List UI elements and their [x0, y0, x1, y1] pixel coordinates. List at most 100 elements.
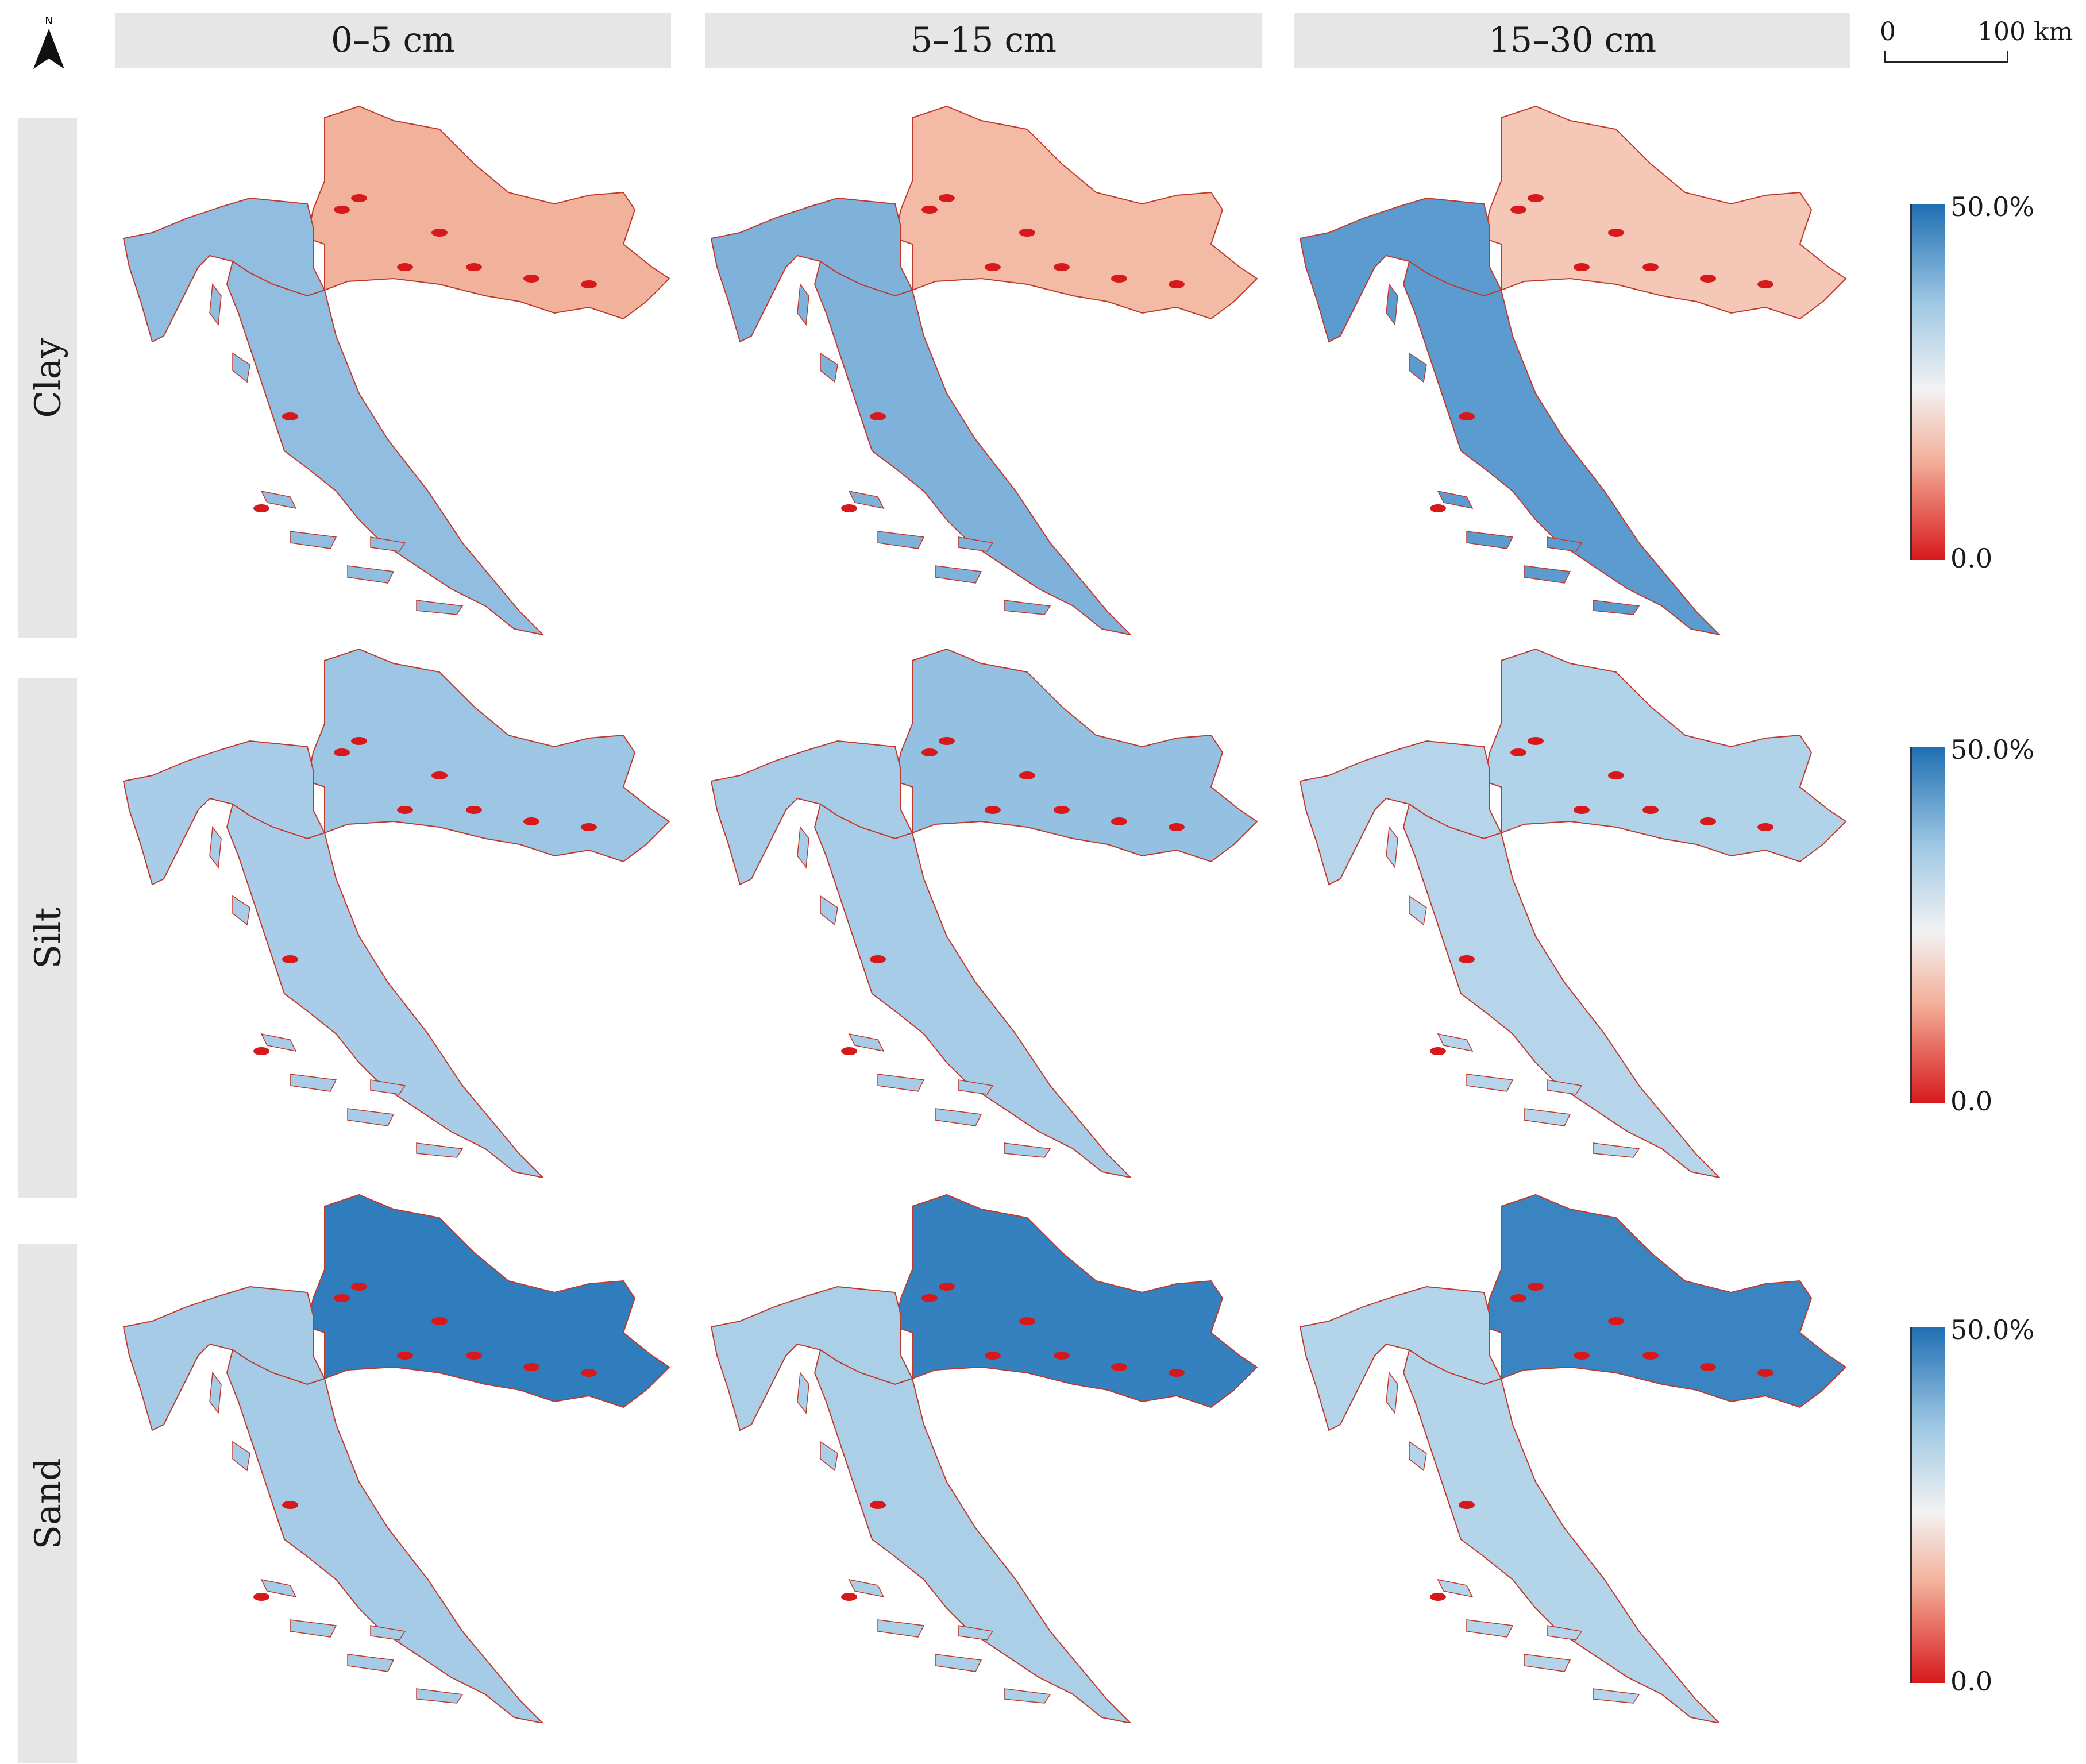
- island: [797, 826, 809, 869]
- colorbar-max-label: 50.0%: [1950, 1314, 2035, 1345]
- hotspot: [523, 817, 539, 825]
- island: [209, 826, 222, 869]
- island: [1524, 1654, 1571, 1672]
- island: [935, 1108, 982, 1126]
- colorbar-max-label: 50.0%: [1950, 734, 2035, 765]
- croatia-map: [122, 1194, 670, 1723]
- hotspot: [1054, 806, 1070, 814]
- island: [1386, 1372, 1398, 1414]
- hotspot: [1019, 229, 1035, 237]
- hotspot: [253, 504, 269, 512]
- island: [1004, 1142, 1051, 1158]
- north-arrow-icon: N: [33, 15, 64, 69]
- island: [1437, 490, 1474, 509]
- hotspot: [1459, 955, 1475, 963]
- hotspot: [1111, 817, 1127, 825]
- map-panel-sand-2: [705, 1183, 1280, 1723]
- hotspot: [351, 737, 367, 745]
- north-label: N: [45, 15, 52, 27]
- hotspot: [1019, 771, 1035, 779]
- hotspot: [921, 1294, 938, 1302]
- hotspot: [1528, 1283, 1544, 1291]
- hotspot: [466, 263, 482, 271]
- hotspot: [985, 1352, 1001, 1360]
- island: [370, 1079, 406, 1095]
- hotspot: [1510, 1294, 1526, 1302]
- hotspot: [1700, 817, 1716, 825]
- hotspot: [841, 1047, 857, 1055]
- hotspot: [1528, 194, 1544, 202]
- colorbar-min-label: 0.0: [1950, 543, 1993, 574]
- island: [958, 1079, 994, 1095]
- croatia-map: [122, 105, 670, 635]
- region-north: [894, 648, 1258, 863]
- row-header-clay: Clay: [18, 118, 77, 638]
- island: [290, 531, 337, 549]
- island: [958, 536, 994, 552]
- hotspot: [1642, 806, 1659, 814]
- hotspot: [351, 194, 367, 202]
- hotspot: [351, 1283, 367, 1291]
- hotspot: [334, 1294, 350, 1302]
- scale-zero-label: 0: [1880, 17, 1896, 47]
- hotspot: [939, 1283, 955, 1291]
- hotspot: [1757, 280, 1773, 288]
- island: [260, 490, 297, 509]
- map-panel-sand-3: [1294, 1183, 1869, 1723]
- hotspot: [1169, 823, 1185, 831]
- island: [1437, 1033, 1474, 1052]
- croatia-map: [710, 105, 1258, 635]
- hotspot: [1054, 1352, 1070, 1360]
- row-header-label: Silt: [26, 906, 69, 969]
- hotspot: [1430, 1047, 1446, 1055]
- region-south: [226, 803, 544, 1178]
- map-panel-clay-3: [1294, 95, 1869, 635]
- region-south: [813, 803, 1132, 1178]
- region-north: [894, 105, 1258, 320]
- hotspot: [466, 806, 482, 814]
- hotspot: [397, 806, 413, 814]
- island: [1466, 531, 1514, 549]
- island: [1437, 1578, 1474, 1598]
- hotspot: [1757, 1369, 1773, 1377]
- colorbar-gradient: [1910, 204, 1945, 560]
- region-north: [1483, 648, 1847, 863]
- hotspot: [1169, 280, 1185, 288]
- island: [1409, 895, 1427, 926]
- croatia-map: [710, 1194, 1258, 1723]
- island: [347, 1654, 395, 1672]
- hotspot: [1757, 823, 1773, 831]
- region-south: [1402, 260, 1721, 635]
- hotspot: [841, 504, 857, 512]
- island: [1547, 1079, 1583, 1095]
- column-header-5-15cm: 5–15 cm: [705, 13, 1262, 68]
- hotspot: [1574, 1352, 1590, 1360]
- column-header-15-30cm: 15–30 cm: [1294, 13, 1850, 68]
- hotspot: [431, 1317, 448, 1325]
- island: [370, 1625, 406, 1641]
- row-header-label: Sand: [26, 1457, 69, 1550]
- island: [1409, 1441, 1427, 1472]
- hotspot: [581, 1369, 597, 1377]
- hotspot: [921, 748, 938, 756]
- island: [416, 600, 464, 615]
- island: [797, 283, 809, 326]
- row-header-silt: Silt: [18, 678, 77, 1198]
- island: [877, 531, 925, 549]
- colorbar-min-label: 0.0: [1950, 1666, 1993, 1697]
- island: [1593, 1142, 1640, 1158]
- hotspot: [1019, 1317, 1035, 1325]
- croatia-map: [1299, 648, 1847, 1178]
- colorbar-min-label: 0.0: [1950, 1086, 1993, 1117]
- hotspot: [921, 206, 938, 214]
- hotspot: [334, 206, 350, 214]
- island: [1547, 536, 1583, 552]
- island: [1004, 1688, 1051, 1704]
- map-panel-clay-1: [118, 95, 692, 635]
- island: [1004, 600, 1051, 615]
- island: [347, 565, 395, 584]
- island: [290, 1619, 337, 1638]
- island: [1524, 1108, 1571, 1126]
- row-header-sand: Sand: [18, 1244, 77, 1763]
- region-north: [306, 1194, 670, 1408]
